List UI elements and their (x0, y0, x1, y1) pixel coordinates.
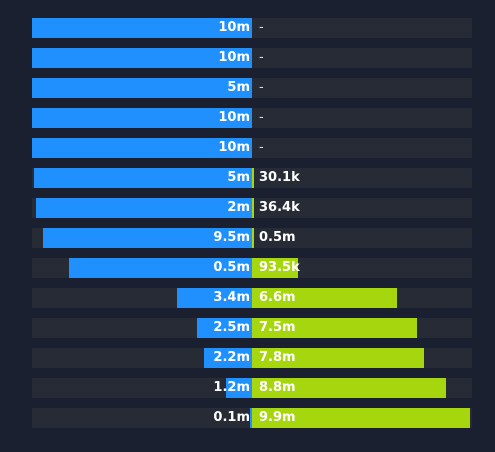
right-value-label: 9.9m (259, 410, 296, 425)
right-value-label: 93.5k (259, 260, 300, 275)
left-bar (250, 408, 252, 428)
left-value-label: 2.2m (213, 350, 250, 365)
left-value-label: 0.1m (213, 410, 250, 425)
right-track (252, 48, 472, 68)
right-bar (252, 168, 254, 188)
right-value-label: 7.8m (259, 350, 296, 365)
right-track (252, 168, 472, 188)
chart-row: 2m 36.4k (32, 198, 472, 218)
left-bar (226, 378, 252, 398)
right-track (252, 228, 472, 248)
chart-row: 0.1m 9.9m (32, 408, 472, 428)
right-bar (252, 318, 417, 338)
right-value-label: 7.5m (259, 320, 296, 335)
left-bar (34, 168, 252, 188)
left-value-label: 1.2m (213, 380, 250, 395)
right-track (252, 18, 472, 38)
right-track (252, 78, 472, 98)
left-bar (197, 318, 252, 338)
left-value-label: 2m (227, 200, 250, 215)
left-value-label: 10m (218, 110, 250, 125)
right-bar (252, 378, 446, 398)
left-value-label: 10m (218, 50, 250, 65)
left-value-label: 2.5m (213, 320, 250, 335)
right-value-label: - (259, 80, 264, 95)
right-bar (252, 408, 470, 428)
left-bar (204, 348, 252, 368)
right-value-label: 36.4k (259, 200, 300, 215)
left-bar (32, 138, 252, 158)
left-track (32, 348, 252, 368)
left-value-label: 9.5m (213, 230, 250, 245)
right-bar (252, 288, 397, 308)
right-value-label: 8.8m (259, 380, 296, 395)
chart-row: 9.5m 0.5m (32, 228, 472, 248)
right-value-label: - (259, 110, 264, 125)
right-track (252, 198, 472, 218)
left-bar (32, 18, 252, 38)
chart-row: 0.5m 93.5k (32, 258, 472, 278)
right-bar (252, 348, 424, 368)
left-value-label: 10m (218, 140, 250, 155)
chart-row: 2.2m 7.8m (32, 348, 472, 368)
chart-row: 10m - (32, 48, 472, 68)
chart-row: 1.2m 8.8m (32, 378, 472, 398)
left-bar (32, 78, 252, 98)
right-value-label: 0.5m (259, 230, 296, 245)
right-track (252, 258, 472, 278)
chart-row: 10m - (32, 108, 472, 128)
right-bar (252, 198, 254, 218)
right-value-label: - (259, 20, 264, 35)
left-bar (43, 228, 252, 248)
right-value-label: - (259, 140, 264, 155)
left-bar (69, 258, 252, 278)
chart-row: 2.5m 7.5m (32, 318, 472, 338)
right-value-label: 6.6m (259, 290, 296, 305)
right-bar (252, 258, 298, 278)
chart-row: 5m 30.1k (32, 168, 472, 188)
chart-row: 3.4m 6.6m (32, 288, 472, 308)
left-bar (177, 288, 252, 308)
left-value-label: 0.5m (213, 260, 250, 275)
right-bar (252, 228, 254, 248)
right-track (252, 108, 472, 128)
right-track (252, 138, 472, 158)
left-value-label: 5m (227, 80, 250, 95)
chart-row: 5m - (32, 78, 472, 98)
right-value-label: - (259, 50, 264, 65)
left-bar (32, 48, 252, 68)
left-value-label: 5m (227, 170, 250, 185)
right-value-label: 30.1k (259, 170, 300, 185)
left-value-label: 10m (218, 20, 250, 35)
left-bar (32, 108, 252, 128)
chart-row: 10m - (32, 18, 472, 38)
left-track (32, 408, 252, 428)
left-track (32, 378, 252, 398)
chart-row: 10m - (32, 138, 472, 158)
left-bar (36, 198, 252, 218)
left-value-label: 3.4m (213, 290, 250, 305)
